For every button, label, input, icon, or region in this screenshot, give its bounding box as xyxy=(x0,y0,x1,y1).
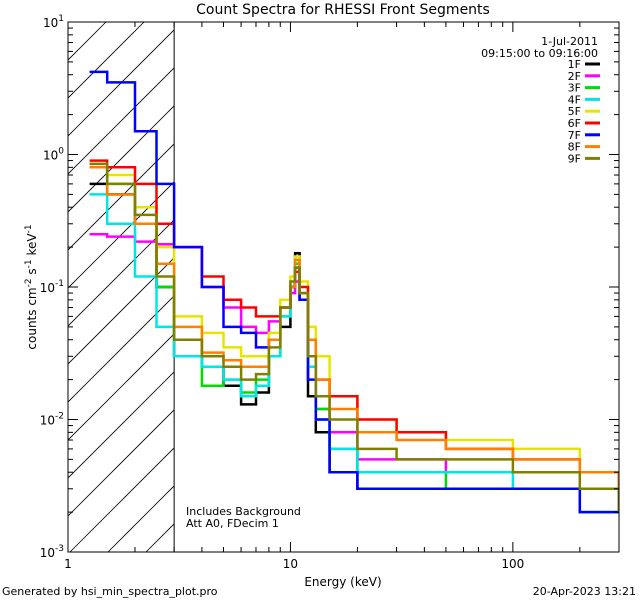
legend-label: 5F xyxy=(568,105,581,118)
y-tick-label: 10-2 xyxy=(40,412,64,428)
y-tick-label: 10-3 xyxy=(40,544,64,560)
hatch-line xyxy=(68,371,175,479)
series-layer xyxy=(89,70,619,514)
series-line-9F xyxy=(89,162,619,513)
x-tick-label: 10 xyxy=(283,557,298,571)
hatch-line xyxy=(69,447,175,552)
axis-ticks: 1 10 100 10-3 10-2 10-1 100 101 xyxy=(40,14,620,571)
y-axis-label: counts cm-2 s-1 keV-1 xyxy=(24,224,39,349)
legend-label: 1F xyxy=(568,58,581,71)
x-tick-label: 1 xyxy=(64,557,72,571)
hatch-line xyxy=(68,67,175,175)
x-tick-label: 100 xyxy=(501,557,524,571)
hatch-line xyxy=(68,105,175,213)
legend-label: 8F xyxy=(568,141,581,154)
hatch-line xyxy=(68,257,175,365)
legend-label: 3F xyxy=(568,82,581,95)
series-line-4F xyxy=(89,193,619,514)
series-line-2F xyxy=(89,233,619,489)
y-tick-label: 101 xyxy=(43,14,64,30)
background-note: Includes Background xyxy=(186,505,301,518)
legend-label: 4F xyxy=(568,93,581,106)
x-axis-label: Energy (keV) xyxy=(304,575,381,589)
hatch-line xyxy=(68,219,175,327)
series-line-8F xyxy=(89,166,619,489)
footer-timestamp: 20-Apr-2023 13:21 xyxy=(532,585,636,598)
series-line-7F xyxy=(89,70,619,514)
legend-label: 6F xyxy=(568,117,581,130)
hatch-line xyxy=(68,409,175,517)
series-line-1F xyxy=(89,182,619,513)
footer-generated: Generated by hsi_min_spectra_plot.pro xyxy=(2,585,218,598)
legend-label: 9F xyxy=(568,152,581,165)
attenuator-note: Att A0, FDecim 1 xyxy=(186,517,279,530)
legend-label: 2F xyxy=(568,70,581,83)
legend-label: 7F xyxy=(568,129,581,142)
chart-title: Count Spectra for RHESSI Front Segments xyxy=(196,2,490,18)
time-range-annotation: 09:15:00 to 09:16:00 xyxy=(481,47,598,60)
series-line-6F xyxy=(89,159,619,489)
date-annotation: 1-Jul-2011 xyxy=(541,35,598,48)
y-tick-label: 10-1 xyxy=(40,279,64,295)
y-tick-label: 100 xyxy=(43,147,64,163)
hatch-line xyxy=(68,29,175,137)
